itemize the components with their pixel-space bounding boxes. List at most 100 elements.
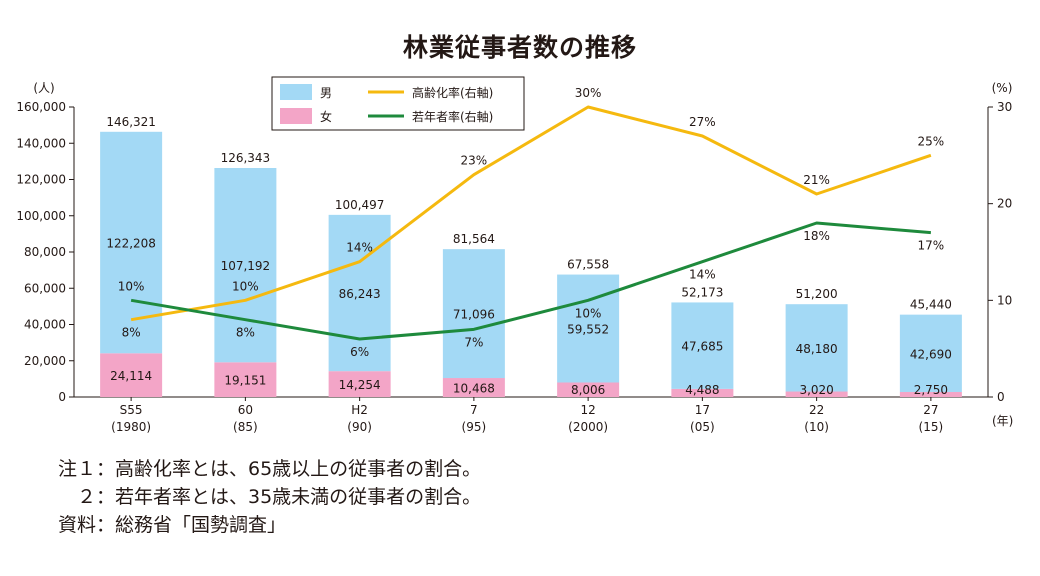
aging-rate-label: 10% — [232, 279, 259, 293]
bar-male-label: 48,180 — [796, 342, 838, 356]
legend-box — [271, 76, 525, 131]
y-left-tick-label: 140,000 — [16, 136, 66, 150]
bar-female-label: 19,151 — [224, 374, 266, 388]
legend-swatch-female — [280, 108, 312, 124]
bar-total-label: 81,564 — [453, 232, 495, 246]
y-left-unit: (人) — [33, 81, 54, 95]
bar-total-label: 51,200 — [796, 287, 838, 301]
note-3: 資料：総務省「国勢調査」 — [58, 514, 287, 536]
aging-rate-label: 27% — [689, 115, 716, 129]
y-left-tick-label: 0 — [58, 390, 66, 404]
y-right-tick-label: 0 — [997, 390, 1005, 404]
bar-male-label: 122,208 — [106, 237, 156, 251]
bar-female-label: 2,750 — [914, 383, 948, 397]
bar-total-label: 146,321 — [106, 115, 156, 129]
y-left-tick-label: 40,000 — [24, 318, 66, 332]
aging-rate-label: 14% — [346, 241, 373, 255]
bar-male — [671, 302, 734, 389]
bar-male — [785, 304, 848, 392]
note-2: ２：若年者率とは、35歳未満の従事者の割合。 — [58, 486, 482, 508]
y-left-tick-label: 80,000 — [24, 245, 66, 259]
bar-total-label: 100,497 — [335, 198, 385, 212]
notes: 注１：高齢化率とは、65歳以上の従事者の割合。 ２：若年者率とは、35歳未満の従… — [58, 455, 481, 539]
x-tick-label: 12 — [580, 403, 595, 417]
bar-total-label: 52,173 — [681, 285, 723, 299]
line-aging-rate — [130, 105, 932, 322]
bar-female-label: 10,468 — [453, 382, 495, 396]
x-tick-sublabel: (2000) — [568, 420, 608, 434]
x-tick-sublabel: (1980) — [111, 420, 151, 434]
line-youth-rate — [130, 221, 932, 341]
youth-rate-label: 10% — [575, 306, 602, 320]
bar-female — [785, 391, 848, 397]
bar-male — [899, 314, 962, 393]
youth-rate-label: 7% — [464, 335, 483, 349]
bar-male — [214, 168, 277, 363]
x-tick-label: 7 — [470, 403, 478, 417]
aging-rate-label: 23% — [461, 154, 488, 168]
bar-male-label: 47,685 — [681, 340, 723, 354]
bar-female-label: 3,020 — [799, 383, 833, 397]
bar-female-label: 8,006 — [571, 383, 605, 397]
bar-female — [899, 392, 962, 397]
bar-male-label: 59,552 — [567, 323, 609, 337]
chart-title: 林業従事者数の推移 — [402, 33, 637, 62]
y-right-tick-label: 10 — [997, 293, 1012, 307]
bar-female — [442, 378, 505, 397]
x-tick-label: S55 — [120, 403, 143, 417]
legend-label-male: 男 — [320, 86, 332, 100]
bar-male — [328, 214, 391, 372]
x-tick-label: 22 — [809, 403, 824, 417]
bar-total-label: 67,558 — [567, 258, 609, 272]
youth-rate-label: 17% — [918, 239, 945, 253]
bar-male-label: 86,243 — [339, 287, 381, 301]
bar-male-label: 107,192 — [221, 259, 271, 273]
y-right-unit: (%) — [992, 81, 1013, 95]
x-tick-label: 17 — [695, 403, 710, 417]
youth-rate-label: 18% — [803, 229, 830, 243]
bar-female-label: 24,114 — [110, 369, 152, 383]
bar-female — [100, 353, 163, 397]
x-tick-label: 60 — [238, 403, 253, 417]
bar-male-label: 42,690 — [910, 347, 952, 361]
chart-svg: 0 20,000 40,000 60,000 80,000 100,000 120,000 1… — [16, 76, 1013, 434]
aging-rate-label: 21% — [803, 173, 830, 187]
legend-label-aging: 高齢化率(右軸) — [412, 85, 493, 100]
note-1: 注１：高齢化率とは、65歳以上の従事者の割合。 — [58, 458, 482, 480]
x-tick-label: 27 — [923, 403, 938, 417]
bar-female-label: 14,254 — [339, 378, 381, 392]
y-left-tick-label: 160,000 — [16, 100, 66, 114]
bar-female — [328, 371, 391, 397]
x-tick-sublabel: (10) — [804, 420, 829, 434]
legend-label-youth: 若年者率(右軸) — [412, 109, 493, 124]
y-left-tick-label: 20,000 — [24, 354, 66, 368]
bar-female — [214, 362, 277, 397]
youth-rate-label: 10% — [118, 279, 145, 293]
bar-male-label: 71,096 — [453, 308, 495, 322]
x-tick-sublabel: (90) — [347, 420, 372, 434]
y-right-tick-label: 20 — [997, 197, 1012, 211]
bar-total-label: 126,343 — [221, 151, 271, 165]
legend-label-female: 女 — [320, 109, 332, 124]
aging-rate-label: 25% — [918, 134, 945, 148]
y-left-tick-label: 100,000 — [16, 209, 66, 223]
x-tick-sublabel: (85) — [233, 420, 258, 434]
aging-rate-label: 8% — [122, 326, 141, 340]
legend-swatch-male — [280, 84, 312, 100]
youth-rate-label: 14% — [689, 268, 716, 282]
y-left-tick-label: 120,000 — [16, 173, 66, 187]
x-tick-sublabel: (05) — [690, 420, 715, 434]
y-left-tick-label: 60,000 — [24, 281, 66, 295]
y-right-tick-label: 30 — [997, 100, 1012, 114]
bar-total-label: 45,440 — [910, 298, 952, 312]
bar-female-label: 4,488 — [685, 383, 719, 397]
bar-female — [557, 382, 620, 397]
bar-female — [671, 388, 734, 397]
youth-rate-label: 8% — [236, 326, 255, 340]
x-unit: (年) — [992, 414, 1013, 428]
x-tick-label: H2 — [351, 403, 368, 417]
youth-rate-label: 6% — [350, 345, 369, 359]
aging-rate-label: 30% — [575, 86, 602, 100]
bar-male — [442, 249, 505, 379]
x-tick-sublabel: (15) — [919, 420, 944, 434]
